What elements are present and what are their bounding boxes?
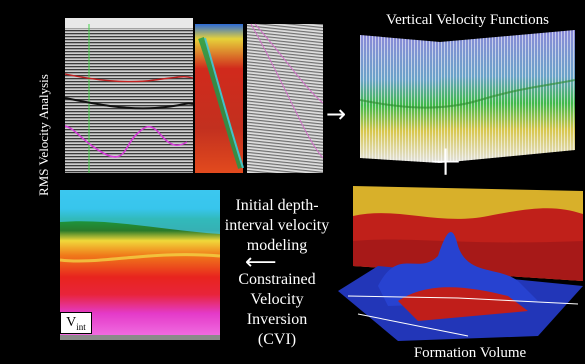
formation-volume-panel [338, 186, 583, 346]
velocity-functions-image [360, 30, 575, 163]
cvi-line4: (CVI) [257, 331, 297, 348]
cvi-label: Constrained Velocity Inversion (CVI) [222, 270, 332, 350]
interval-velocity-model-panel [60, 190, 220, 340]
vint-label-subscript: int [76, 321, 86, 332]
vertical-velocity-functions-title: Vertical Velocity Functions [385, 12, 550, 28]
initial-modeling-line1: Initial depth- [235, 197, 319, 214]
initial-modeling-line3: modeling [246, 237, 308, 254]
arrow-left-icon: ⟵ [245, 250, 277, 275]
formation-volume-image [338, 186, 583, 341]
cvi-line2: Velocity [250, 291, 304, 308]
formation-volume-label: Formation Volume [413, 345, 527, 361]
rms-velocity-analysis-panel [65, 18, 323, 173]
vint-label-box: Vint [60, 312, 92, 334]
arrow-right-icon: → [326, 100, 347, 128]
rms-velocity-analysis-label: RMS Velocity Analysis [36, 74, 51, 196]
cvi-line1: Constrained [238, 271, 316, 288]
seismic-gather-image [65, 18, 323, 173]
initial-modeling-label: Initial depth- interval velocity modelin… [222, 196, 332, 256]
cvi-line3: Inversion [246, 311, 308, 328]
interval-velocity-image [60, 190, 220, 340]
vint-label-main: V [66, 315, 77, 330]
plus-icon: + [428, 136, 464, 185]
vertical-velocity-functions-panel [360, 30, 575, 165]
initial-modeling-line2: interval velocity [224, 217, 330, 234]
